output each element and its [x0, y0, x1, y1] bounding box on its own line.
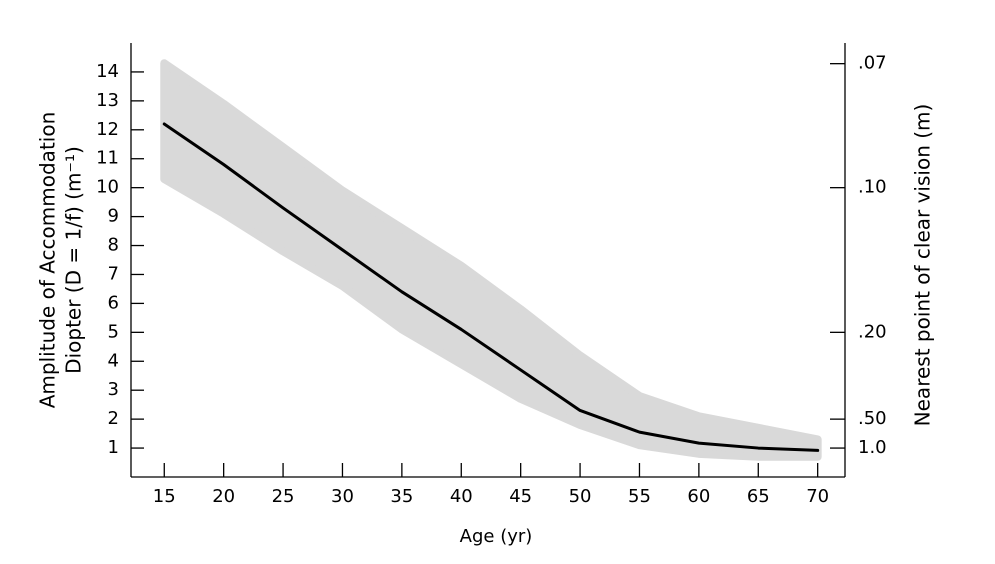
x-tick-label: 40 — [450, 486, 473, 507]
y-tick-label: 14 — [96, 61, 119, 82]
x-tick-label: 55 — [628, 486, 651, 507]
y-tick-label: 2 — [108, 408, 119, 429]
x-tick-label: 45 — [509, 486, 532, 507]
y-tick-label: 5 — [108, 321, 119, 342]
y2-tick-label: .50 — [858, 408, 887, 429]
x-tick-label: 70 — [806, 486, 829, 507]
y2-tick-label: .10 — [858, 177, 887, 198]
x-tick-label: 35 — [390, 486, 413, 507]
y-axis-title: Diopter (D = 1/f) (m⁻¹) — [62, 146, 86, 374]
y-tick-label: 7 — [108, 263, 119, 284]
y2-tick-label: 1.0 — [858, 437, 887, 458]
y2-tick-label: .20 — [858, 321, 887, 342]
x-tick-label: 60 — [687, 486, 710, 507]
y-axis-title: Amplitude of Accommodation — [36, 112, 60, 409]
y-tick-label: 4 — [108, 350, 119, 371]
x-tick-label: 50 — [569, 486, 592, 507]
y2-tick-label: .07 — [858, 53, 887, 74]
line — [162, 122, 820, 452]
y2-axis-title: Nearest point of clear vision (m) — [911, 104, 935, 427]
y-tick-label: 1 — [108, 437, 119, 458]
x-tick-label: 20 — [212, 486, 235, 507]
y-tick-label: 6 — [108, 292, 119, 313]
y-tick-label: 8 — [108, 235, 119, 256]
y-tick-label: 11 — [96, 148, 119, 169]
x-tick-label: 30 — [331, 486, 354, 507]
x-tick-label: 25 — [272, 486, 295, 507]
x-tick-label: 15 — [153, 486, 176, 507]
x-tick-label: 65 — [747, 486, 770, 507]
x-axis-title: Age (yr) — [460, 526, 533, 547]
y-tick-label: 10 — [96, 177, 119, 198]
y-tick-label: 9 — [108, 206, 119, 227]
y-tick-label: 12 — [96, 119, 119, 140]
y-tick-label: 13 — [96, 90, 119, 111]
y-tick-label: 3 — [108, 379, 119, 400]
range-band — [160, 59, 822, 461]
